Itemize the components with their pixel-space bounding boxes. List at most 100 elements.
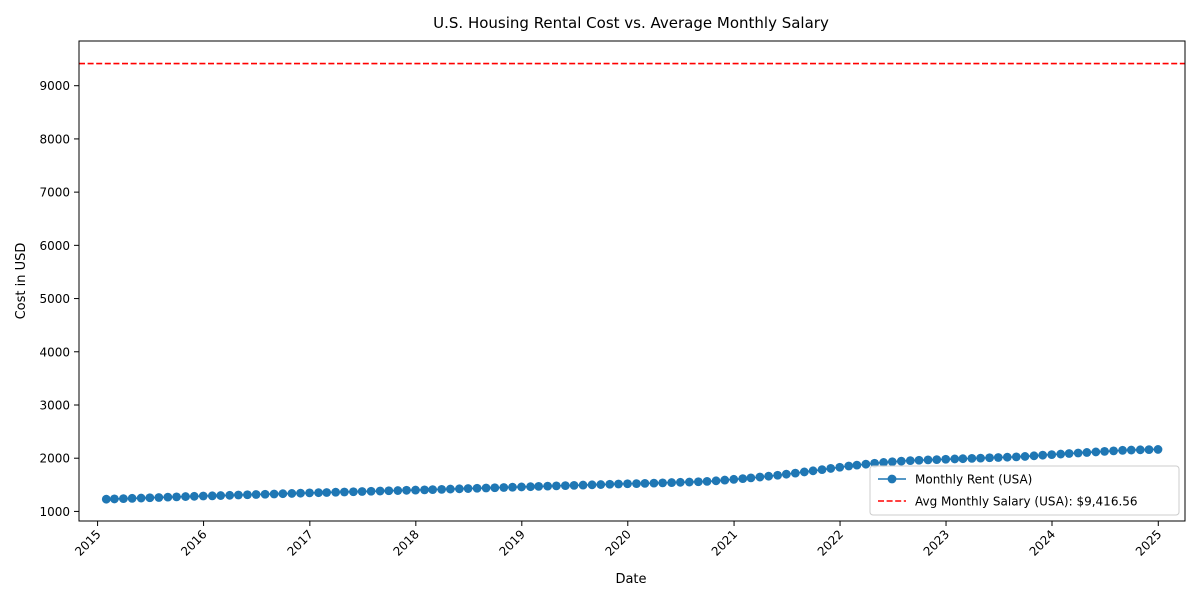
rent-point	[781, 469, 791, 479]
rent-point	[154, 493, 164, 502]
rent-point	[817, 465, 827, 475]
rent-point	[702, 477, 712, 486]
rent-point	[1135, 445, 1145, 455]
rent-point	[366, 486, 376, 496]
rent-point	[658, 478, 668, 488]
rent-point	[517, 482, 526, 492]
rent-point	[481, 483, 491, 493]
rent-point	[614, 479, 623, 489]
rent-point	[225, 490, 235, 500]
rent-point	[119, 494, 128, 504]
rent-point	[773, 470, 783, 480]
rent-point	[490, 483, 500, 493]
rent-point	[905, 456, 915, 465]
rent-point	[305, 488, 314, 498]
rent-point	[384, 486, 394, 496]
rent-point	[1153, 445, 1163, 454]
rent-point	[985, 453, 994, 463]
rent-point	[870, 458, 879, 468]
x-tick-label: 2024	[1027, 527, 1058, 558]
rent-point	[852, 460, 862, 470]
legend: Monthly Rent (USA) Avg Monthly Salary (US…	[869, 465, 1180, 516]
rent-point	[879, 458, 888, 467]
rent-point	[411, 485, 420, 495]
rent-point	[101, 494, 111, 504]
rent-point	[1082, 448, 1092, 457]
rent-point	[1064, 449, 1074, 458]
chart-title: U.S. Housing Rental Cost vs. Average Mon…	[433, 14, 829, 32]
rent-point	[587, 480, 597, 490]
y-tick-label: 8000	[39, 132, 70, 146]
rent-point	[348, 487, 358, 497]
rent-point	[445, 484, 455, 494]
rent-point	[198, 491, 208, 501]
rent-point	[560, 481, 570, 491]
rent-point	[260, 489, 270, 499]
rent-point	[251, 490, 261, 499]
rent-point	[623, 479, 632, 489]
x-tick-label: 2025	[1133, 527, 1164, 558]
rent-point	[1091, 447, 1101, 457]
rent-point	[632, 479, 641, 488]
rent-point	[189, 491, 199, 501]
rent-point	[428, 485, 438, 494]
rent-point	[914, 455, 924, 465]
rent-point	[420, 485, 429, 495]
x-tick-label: 2016	[178, 527, 209, 558]
rent-point	[1002, 452, 1012, 462]
rent-point	[463, 484, 473, 493]
rent-point	[472, 483, 482, 493]
rent-point	[993, 453, 1003, 462]
rent-point	[693, 477, 703, 487]
rent-point	[578, 480, 588, 490]
rent-point	[287, 489, 297, 498]
x-tick-label: 2017	[284, 527, 315, 558]
x-tick-label: 2022	[815, 527, 846, 558]
legend-rent-marker	[887, 474, 897, 484]
rent-point	[1011, 452, 1021, 462]
rent-point	[835, 462, 845, 472]
rent-point	[958, 454, 968, 464]
rent-point	[454, 484, 464, 494]
plot-frame	[78, 40, 1186, 522]
rent-point	[314, 488, 323, 498]
rent-point	[375, 486, 385, 496]
rent-point	[861, 459, 871, 469]
rent-point	[941, 454, 951, 464]
rent-point	[216, 491, 226, 500]
rent-point	[1073, 448, 1083, 458]
rent-point	[755, 472, 765, 482]
rent-point	[551, 481, 561, 491]
rent-point	[976, 453, 985, 463]
x-axis-label: Date	[615, 572, 646, 587]
rent-point	[746, 473, 756, 483]
rent-point	[526, 482, 535, 492]
rent-point	[163, 492, 173, 502]
rent-point	[322, 488, 332, 497]
x-tick-label: 2020	[602, 527, 633, 558]
rent-point	[738, 474, 748, 484]
rent-point	[207, 491, 217, 501]
rent-point	[1020, 452, 1030, 461]
rent-point	[269, 489, 279, 499]
rent-point	[684, 477, 694, 487]
y-tick-label: 1000	[39, 505, 70, 519]
rent-point	[136, 493, 146, 503]
rent-point	[534, 482, 544, 491]
y-tick-label: 5000	[39, 292, 70, 306]
legend-salary-label: Avg Monthly Salary (USA): $9,416.56	[915, 495, 1138, 509]
x-tick-label: 2021	[709, 527, 740, 558]
rent-point	[967, 453, 977, 463]
rent-point	[499, 483, 509, 492]
rent-point	[799, 467, 809, 477]
y-axis-label: Cost in USD	[14, 243, 29, 320]
rent-point	[808, 466, 818, 476]
rent-point	[896, 456, 906, 466]
rent-point	[243, 490, 252, 500]
legend-box	[869, 465, 1180, 516]
rent-point	[331, 487, 341, 497]
rent-point	[234, 490, 243, 500]
rent-point	[278, 489, 288, 499]
rent-point	[172, 492, 181, 502]
